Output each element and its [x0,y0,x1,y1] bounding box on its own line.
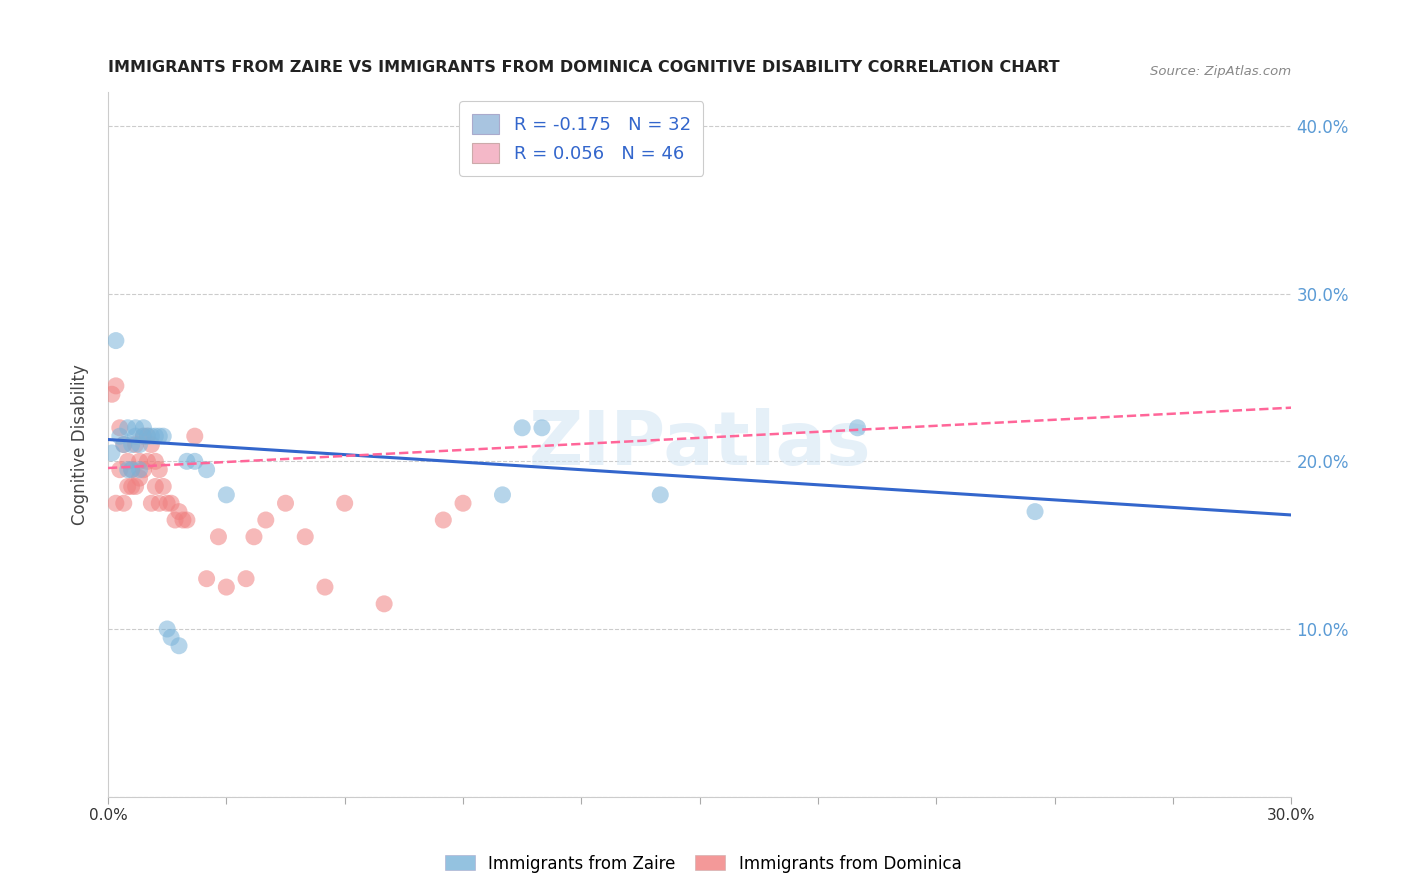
Point [530,421,553,435]
Point [650,488,672,502]
Point [132,463,155,477]
Point [143,479,166,493]
Point [432,513,454,527]
Point [176,513,198,527]
Point [207,530,229,544]
Point [165,513,187,527]
Point [215,488,238,502]
Point [112,437,135,451]
Point [333,496,356,510]
Point [314,580,336,594]
Y-axis label: Cognitive Disability: Cognitive Disability [72,364,89,525]
Point [136,454,159,468]
Point [846,421,869,435]
Point [294,530,316,544]
Point [195,572,218,586]
Point [121,463,143,477]
Point [274,496,297,510]
Point [491,488,513,502]
Point [254,513,277,527]
Point [117,421,139,435]
Point [160,631,183,645]
Point [132,429,155,443]
Point [112,437,135,451]
Point [160,496,183,510]
Point [172,513,194,527]
Point [124,421,146,435]
Legend: Immigrants from Zaire, Immigrants from Dominica: Immigrants from Zaire, Immigrants from D… [437,848,969,880]
Point [136,429,159,443]
Point [148,496,170,510]
Point [121,479,143,493]
Point [243,530,266,544]
Point [121,463,143,477]
Point [117,454,139,468]
Point [451,496,474,510]
Point [235,572,257,586]
Point [132,429,155,443]
Point [117,479,139,493]
Point [128,437,150,451]
Point [156,622,179,636]
Text: Source: ZipAtlas.com: Source: ZipAtlas.com [1150,65,1292,78]
Point [167,639,190,653]
Point [132,421,155,435]
Point [152,429,174,443]
Point [176,454,198,468]
Point [143,429,166,443]
Point [121,437,143,451]
Point [143,454,166,468]
Point [124,479,146,493]
Point [167,505,190,519]
Text: IMMIGRANTS FROM ZAIRE VS IMMIGRANTS FROM DOMINICA COGNITIVE DISABILITY CORRELATI: IMMIGRANTS FROM ZAIRE VS IMMIGRANTS FROM… [108,60,1060,75]
Point [101,387,124,401]
Point [184,429,207,443]
Point [104,379,127,393]
Point [184,454,207,468]
Point [124,437,146,451]
Point [215,580,238,594]
Point [112,496,135,510]
Point [136,429,159,443]
Point [195,463,218,477]
Point [141,429,163,443]
Point [156,496,179,510]
Point [108,463,131,477]
Point [128,463,150,477]
Point [124,429,146,443]
Point [108,421,131,435]
Point [373,597,395,611]
Point [104,334,127,348]
Point [148,429,170,443]
Point [108,429,131,443]
Legend: R = -0.175   N = 32, R = 0.056   N = 46: R = -0.175 N = 32, R = 0.056 N = 46 [460,102,703,176]
Point [152,479,174,493]
Point [148,463,170,477]
Point [104,496,127,510]
Point [128,471,150,485]
Point [128,454,150,468]
Text: ZIPatlas: ZIPatlas [529,408,872,481]
Point [117,463,139,477]
Point [141,437,163,451]
Point [1024,505,1046,519]
Point [510,421,533,435]
Point [141,496,163,510]
Point [101,446,124,460]
